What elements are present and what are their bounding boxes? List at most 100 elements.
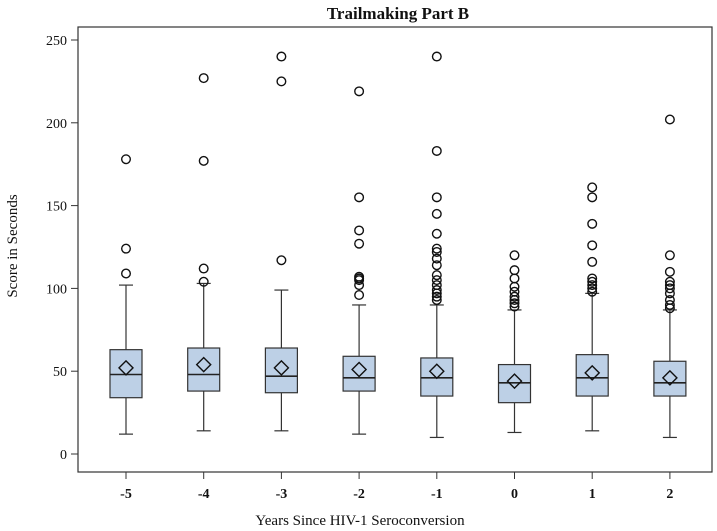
mean-marker (584, 364, 601, 381)
outlier-point (354, 192, 365, 203)
outlier-point (431, 192, 442, 203)
box--4 (187, 73, 221, 432)
outlier-point (509, 250, 520, 261)
outlier-point (431, 285, 442, 296)
outlier-point (431, 51, 442, 62)
box-1 (575, 182, 609, 432)
y-tick-label: 50 (53, 365, 67, 380)
outlier-point (198, 73, 209, 84)
outlier-point (431, 280, 442, 291)
box-series (109, 51, 687, 439)
y-tick-label: 100 (46, 282, 67, 297)
outlier-point (431, 228, 442, 239)
outlier-point (354, 271, 365, 282)
outlier-point (664, 250, 675, 261)
iqr-box (575, 354, 609, 397)
outlier-point (587, 182, 598, 193)
box--2 (342, 86, 376, 435)
outlier-point (509, 301, 520, 312)
y-tick-label: 250 (46, 34, 67, 49)
x-tick-label: -1 (431, 487, 443, 502)
mean-marker (428, 363, 445, 380)
outlier-point (431, 275, 442, 286)
outlier-point (664, 266, 675, 277)
outlier-point (664, 114, 675, 125)
outlier-point (431, 208, 442, 219)
outlier-point (120, 243, 131, 254)
outlier-point (587, 256, 598, 267)
outlier-point (587, 276, 598, 287)
outlier-point (431, 145, 442, 156)
outlier-point (354, 238, 365, 249)
x-tick-label: -3 (276, 487, 288, 502)
outlier-point (664, 283, 675, 294)
chart-title: Trailmaking Part B (327, 4, 469, 23)
y-tick-label: 150 (46, 200, 67, 215)
outlier-point (431, 260, 442, 271)
x-axis: -5 -4 -3 -2 -1 0 1 2 (120, 472, 673, 502)
box-2 (653, 114, 687, 439)
outlier-point (431, 294, 442, 305)
y-tick-label: 0 (60, 448, 67, 463)
outlier-point (509, 273, 520, 284)
outlier-point (198, 263, 209, 274)
outlier-point (198, 276, 209, 287)
y-axis-label: Score in Seconds (5, 194, 21, 297)
outlier-point (587, 273, 598, 284)
x-tick-label: -5 (120, 487, 132, 502)
iqr-box (497, 363, 532, 404)
box-0 (497, 250, 532, 434)
y-axis: 0 50 100 150 200 250 (46, 34, 78, 463)
outlier-point (198, 155, 209, 166)
outlier-point (664, 294, 675, 305)
box--5 (109, 154, 143, 435)
outlier-point (354, 290, 365, 301)
mean-marker (273, 359, 290, 376)
outlier-point (509, 298, 520, 309)
outlier-point (276, 76, 287, 87)
x-tick-label: 0 (511, 487, 518, 502)
outlier-point (587, 280, 598, 291)
iqr-box (264, 347, 298, 394)
outlier-point (120, 268, 131, 279)
outlier-point (276, 255, 287, 266)
x-tick-label: 2 (666, 487, 673, 502)
mean-marker (661, 369, 678, 386)
outlier-point (664, 276, 675, 287)
outlier-point (354, 225, 365, 236)
outlier-point (354, 86, 365, 97)
mean-marker (118, 359, 134, 376)
plot-frame (77, 26, 713, 473)
x-axis-label: Years Since HIV-1 Seroconversion (255, 513, 465, 529)
outlier-point (509, 286, 520, 297)
outlier-point (664, 299, 675, 310)
outlier-point (587, 192, 598, 203)
iqr-box (653, 360, 687, 397)
outlier-point (431, 291, 442, 302)
iqr-box (187, 347, 221, 392)
mean-marker (195, 356, 212, 373)
outlier-point (431, 253, 442, 264)
outlier-point (120, 154, 131, 165)
outlier-point (431, 246, 442, 257)
outlier-point (587, 283, 598, 294)
iqr-box (109, 349, 143, 399)
outlier-point (509, 265, 520, 276)
outlier-point (276, 51, 287, 62)
outlier-point (587, 218, 598, 229)
mean-marker (351, 361, 368, 378)
outlier-point (431, 243, 442, 254)
outlier-point (431, 270, 442, 281)
outlier-point (587, 286, 598, 297)
y-tick-label: 200 (46, 117, 67, 132)
x-tick-label: -4 (198, 487, 210, 502)
box--3 (264, 51, 298, 432)
iqr-box (342, 355, 376, 392)
mean-marker (506, 373, 523, 390)
box--1 (420, 51, 454, 439)
x-tick-label: -2 (353, 487, 365, 502)
outlier-point (664, 280, 675, 291)
x-tick-label: 1 (589, 487, 596, 502)
outlier-point (587, 240, 598, 251)
